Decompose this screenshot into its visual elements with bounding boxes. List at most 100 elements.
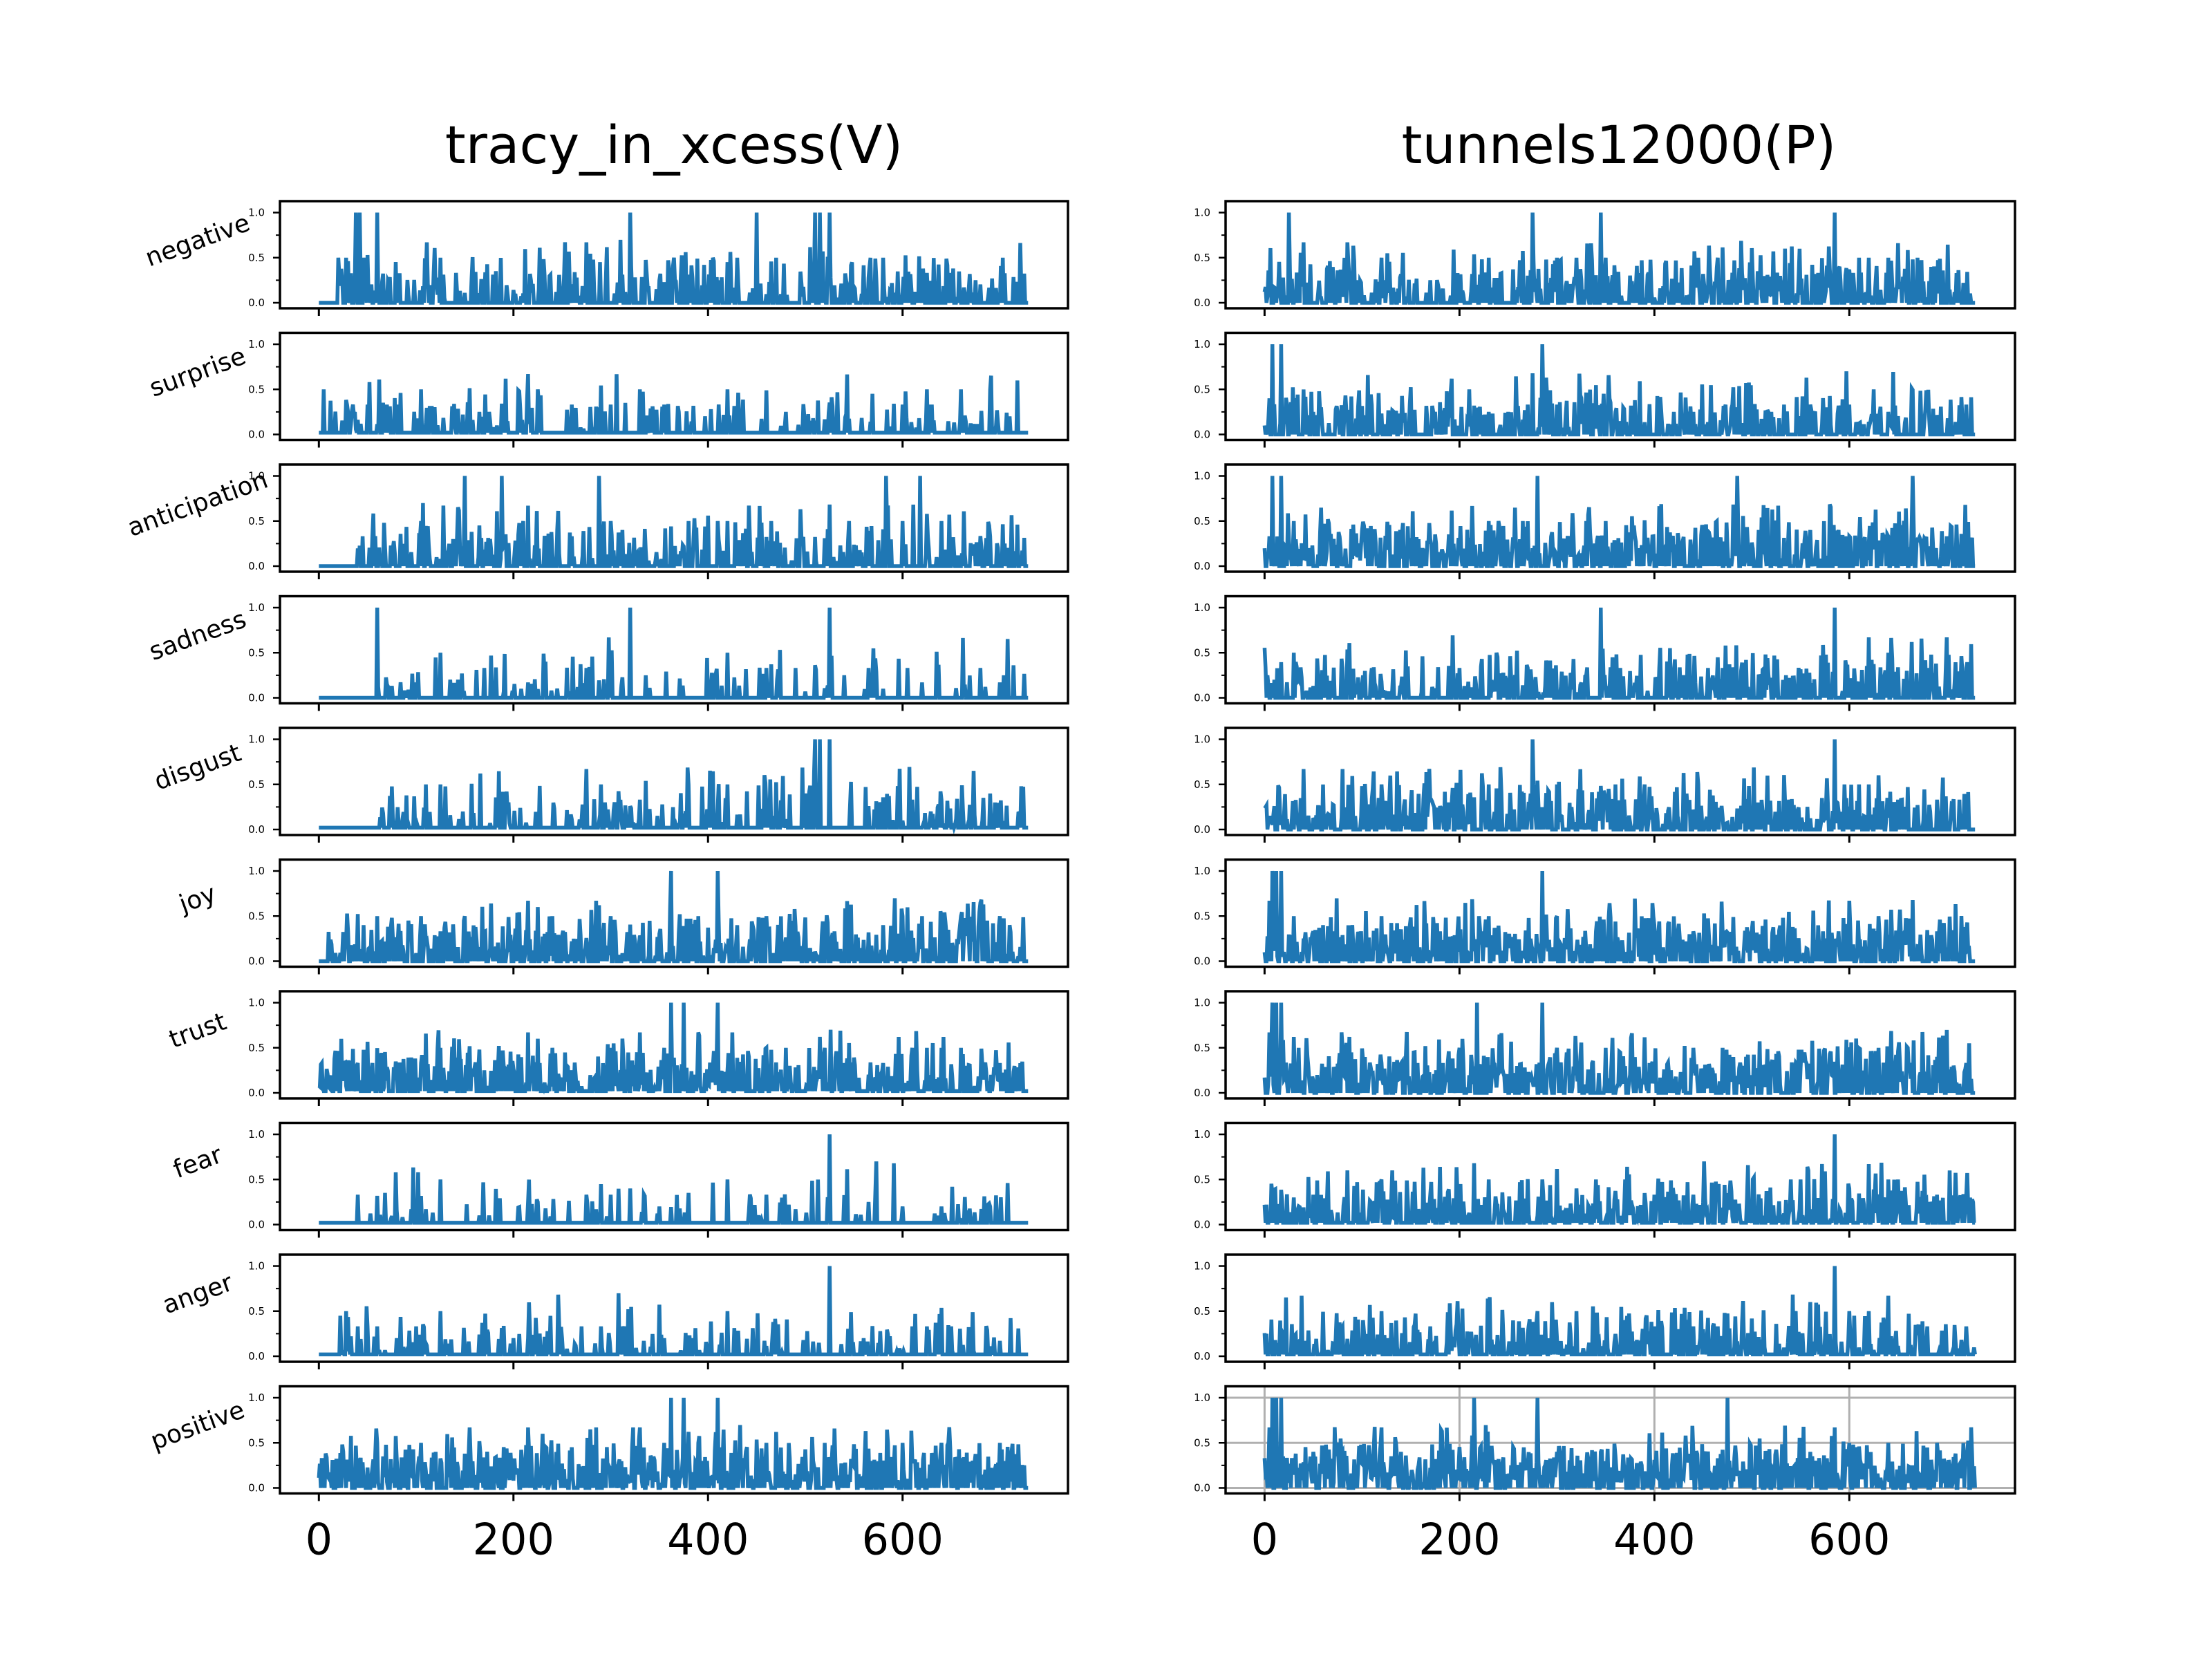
- series-line-trust: [1262, 1002, 1976, 1095]
- series-line-anticipation: [1262, 476, 1976, 568]
- series-line-anger: [1262, 1266, 1977, 1357]
- column-title-tunnels12000: tunnels12000(P): [1402, 114, 1837, 176]
- y-tick-label: 0.0: [1194, 1350, 1210, 1362]
- series-line-disgust: [1263, 739, 1976, 832]
- series-line-sadness: [319, 607, 1029, 700]
- panel-joy-col1: 0.0 0.5 1.0: [1194, 858, 2016, 975]
- panel-anticipation-col1: 0.0 0.5 1.0: [1194, 463, 2016, 579]
- axes-frame: [279, 990, 1069, 1100]
- y-tick-label: 0.0: [1194, 1482, 1210, 1494]
- y-tick-label: 1.0: [248, 1260, 265, 1273]
- axes-frame: [1224, 1253, 2016, 1363]
- y-tick-label: 1.0: [248, 601, 265, 614]
- y-tick-label: 0.0: [1194, 1219, 1210, 1231]
- y-tick-label: 1.0: [248, 997, 265, 1009]
- y-tick-label: 1.0: [248, 1391, 265, 1404]
- y-tick-label: 0.5: [1194, 1305, 1210, 1318]
- y-tick-label: 0.5: [248, 252, 265, 264]
- y-tick-label: 1.0: [1194, 601, 1210, 614]
- panel-surprise-col1: 0.0 0.5 1.0: [1194, 331, 2016, 448]
- series-line-negative: [319, 212, 1029, 305]
- y-tick-label: 0.5: [248, 1305, 265, 1318]
- panel-sadness-col1: 0.0 0.5 1.0: [1194, 594, 2016, 711]
- series-line-positive: [317, 1397, 1029, 1490]
- panel-fear-col1: 0.0 0.5 1.0: [1194, 1121, 2016, 1238]
- panel-trust-col1: 0.0 0.5 1.0: [1194, 990, 2016, 1106]
- y-tick-label: 0.0: [248, 823, 265, 836]
- series-line-anticipation: [319, 476, 1029, 568]
- y-tick-label: 1.0: [248, 1128, 265, 1141]
- y-tick-label: 1.0: [1194, 997, 1210, 1009]
- axes-frame: [279, 200, 1069, 310]
- axes-frame: [279, 463, 1069, 573]
- axes-frame: [1224, 727, 2016, 836]
- axes-frame: [279, 858, 1069, 968]
- y-tick-label: 1.0: [1194, 338, 1210, 350]
- axes-frame: [279, 1253, 1069, 1363]
- panel-positive-col1: 0.0 0.5 1.0 0 200 400 600: [1194, 1385, 2016, 1565]
- panel-negative-col1: 0.0 0.5 1.0: [1194, 200, 2016, 316]
- y-tick-label: 1.0: [248, 733, 265, 746]
- panel-disgust-col1: 0.0 0.5 1.0: [1194, 727, 2016, 843]
- axes-frame: [279, 331, 1069, 442]
- axes-frame: [1224, 200, 2016, 310]
- y-tick-label: 0.5: [248, 778, 265, 791]
- x-tick-label: 0: [1251, 1515, 1278, 1565]
- series-line-sadness: [1262, 607, 1976, 700]
- y-tick-label: 1.0: [1194, 1260, 1210, 1273]
- y-tick-label: 0.0: [248, 955, 265, 968]
- axes-frame: [1224, 858, 2016, 968]
- y-tick-label: 0.5: [1194, 910, 1210, 922]
- y-tick-label: 1.0: [1194, 865, 1210, 877]
- column-title-tracy-in-xcess: tracy_in_xcess(V): [445, 114, 903, 176]
- series-line-surprise: [1262, 344, 1976, 437]
- y-tick-label: 0.0: [248, 1350, 265, 1362]
- series-line-trust: [317, 1002, 1029, 1095]
- y-tick-label: 0.5: [248, 515, 265, 527]
- y-tick-label: 0.5: [248, 646, 265, 659]
- y-tick-label: 0.0: [248, 429, 265, 441]
- axes-frame: [1224, 1121, 2016, 1232]
- y-tick-label: 1.0: [248, 338, 265, 350]
- y-tick-label: 0.0: [1194, 692, 1210, 704]
- axes-frame: [279, 1121, 1069, 1232]
- axes-frame: [1224, 463, 2016, 573]
- y-tick-label: 0.5: [1194, 1042, 1210, 1054]
- axes-frame: [279, 727, 1069, 836]
- y-tick-label: 1.0: [1194, 733, 1210, 746]
- axes-frame: [279, 594, 1069, 705]
- y-tick-label: 0.5: [1194, 383, 1210, 395]
- y-tick-label: 0.0: [248, 1219, 265, 1231]
- series-line-surprise: [319, 373, 1029, 435]
- x-tick-label: 600: [862, 1515, 944, 1565]
- x-tick-label: 200: [1418, 1515, 1500, 1565]
- series-line-negative: [1262, 212, 1976, 305]
- y-tick-label: 1.0: [248, 470, 265, 482]
- y-tick-label: 0.0: [248, 297, 265, 309]
- y-tick-label: 0.0: [1194, 429, 1210, 441]
- x-tick-label: 0: [306, 1515, 332, 1565]
- y-tick-label: 0.5: [1194, 646, 1210, 659]
- axes-frame: [1224, 594, 2016, 705]
- series-line-positive: [1262, 1397, 1977, 1490]
- y-tick-label: 1.0: [1194, 1391, 1210, 1404]
- series-line-anger: [319, 1266, 1029, 1357]
- y-tick-label: 0.5: [248, 1173, 265, 1185]
- x-tick-label: 600: [1808, 1515, 1890, 1565]
- y-tick-label: 0.0: [248, 1087, 265, 1099]
- axes-frame: [1224, 1385, 2016, 1495]
- y-tick-label: 0.5: [1194, 1173, 1210, 1185]
- series-line-fear: [319, 1134, 1029, 1225]
- y-tick-label: 0.5: [248, 383, 265, 395]
- y-tick-label: 0.5: [1194, 515, 1210, 527]
- y-tick-label: 1.0: [1194, 470, 1210, 482]
- y-tick-label: 1.0: [1194, 1128, 1210, 1141]
- panel-anger-col1: 0.0 0.5 1.0: [1194, 1253, 2016, 1369]
- y-tick-label: 0.5: [248, 1436, 265, 1449]
- x-tick-label: 400: [667, 1515, 749, 1565]
- series-line-disgust: [319, 739, 1029, 835]
- y-tick-label: 0.5: [1194, 778, 1210, 791]
- y-tick-label: 1.0: [248, 207, 265, 219]
- y-tick-label: 0.5: [1194, 1436, 1210, 1449]
